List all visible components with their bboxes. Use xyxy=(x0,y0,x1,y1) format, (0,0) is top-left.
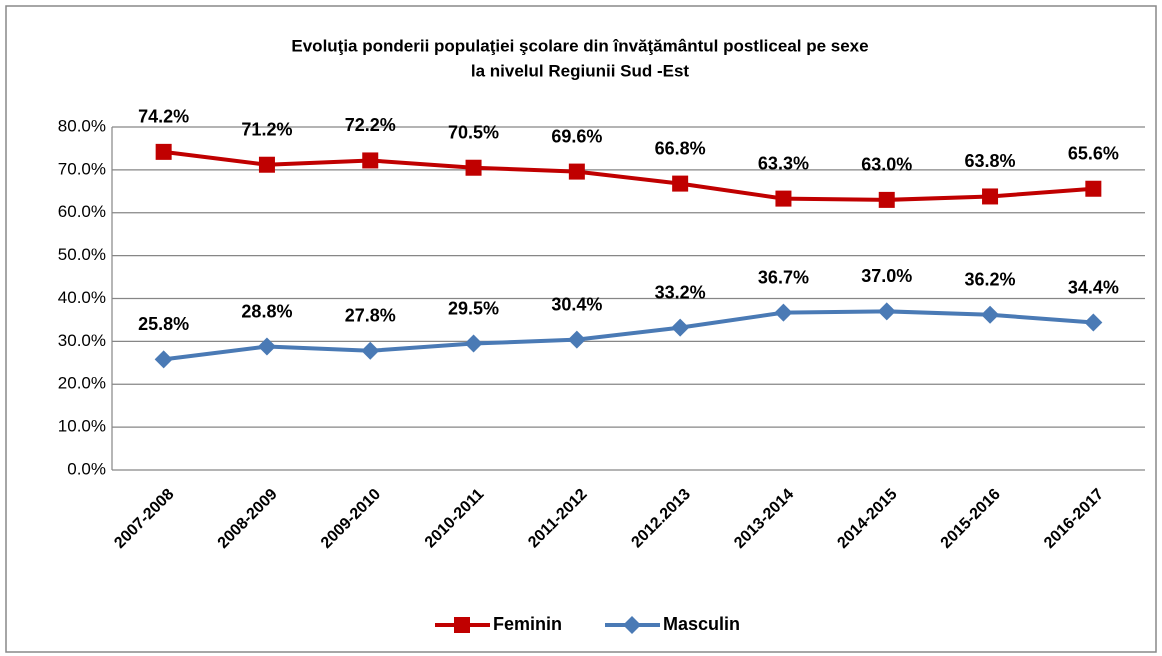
chart-border xyxy=(5,5,1157,653)
marker xyxy=(877,302,896,321)
y-tick-label: 10.0% xyxy=(58,417,106,436)
marker xyxy=(155,143,172,160)
data-label: 63.3% xyxy=(758,153,809,173)
marker xyxy=(672,175,689,192)
y-tick-label: 50.0% xyxy=(58,245,106,264)
chart-subtitle: la nivelul Regiunii Sud -Est xyxy=(471,61,690,80)
marker xyxy=(567,330,586,349)
y-tick-label: 40.0% xyxy=(58,288,106,307)
data-label: 34.4% xyxy=(1068,277,1119,297)
marker xyxy=(1085,180,1102,197)
data-label: 71.2% xyxy=(241,119,292,139)
y-tick-label: 80.0% xyxy=(58,116,106,135)
marker xyxy=(878,191,895,208)
data-label: 36.2% xyxy=(965,270,1016,290)
marker xyxy=(258,156,275,173)
marker xyxy=(154,350,173,369)
marker xyxy=(257,337,276,356)
data-label: 63.8% xyxy=(965,151,1016,171)
data-label: 69.6% xyxy=(551,126,602,146)
marker xyxy=(981,305,1000,324)
data-label: 63.0% xyxy=(861,155,912,175)
marker xyxy=(454,617,470,633)
y-tick-label: 60.0% xyxy=(58,202,106,221)
marker xyxy=(361,341,380,360)
marker xyxy=(623,616,641,634)
data-label: 33.2% xyxy=(655,282,706,302)
marker xyxy=(774,303,793,322)
legend-label: Masculin xyxy=(663,614,740,634)
marker xyxy=(362,152,379,169)
data-label: 28.8% xyxy=(241,301,292,321)
data-label: 72.2% xyxy=(345,115,396,135)
marker xyxy=(1084,313,1103,332)
data-label: 66.8% xyxy=(655,138,706,158)
series-line xyxy=(163,149,1094,202)
series-line xyxy=(163,309,1094,362)
data-label: 30.4% xyxy=(551,294,602,314)
data-label: 37.0% xyxy=(861,266,912,286)
data-label: 25.8% xyxy=(138,314,189,334)
data-label: 27.8% xyxy=(345,306,396,326)
chart-title: Evoluţia ponderii populaţiei şcolare din… xyxy=(291,36,868,55)
legend-label: Feminin xyxy=(493,614,562,634)
y-tick-label: 0.0% xyxy=(67,459,106,478)
marker xyxy=(775,190,792,207)
data-label: 70.5% xyxy=(448,122,499,142)
y-tick-label: 20.0% xyxy=(58,374,106,393)
y-tick-label: 30.0% xyxy=(58,331,106,350)
marker xyxy=(465,159,482,176)
marker xyxy=(982,188,999,205)
marker xyxy=(671,318,690,337)
data-label: 65.6% xyxy=(1068,143,1119,163)
data-label: 74.2% xyxy=(138,107,189,127)
marker xyxy=(464,334,483,353)
data-label: 29.5% xyxy=(448,298,499,318)
marker xyxy=(568,163,585,180)
data-label: 36.7% xyxy=(758,267,809,287)
y-tick-label: 70.0% xyxy=(58,159,106,178)
